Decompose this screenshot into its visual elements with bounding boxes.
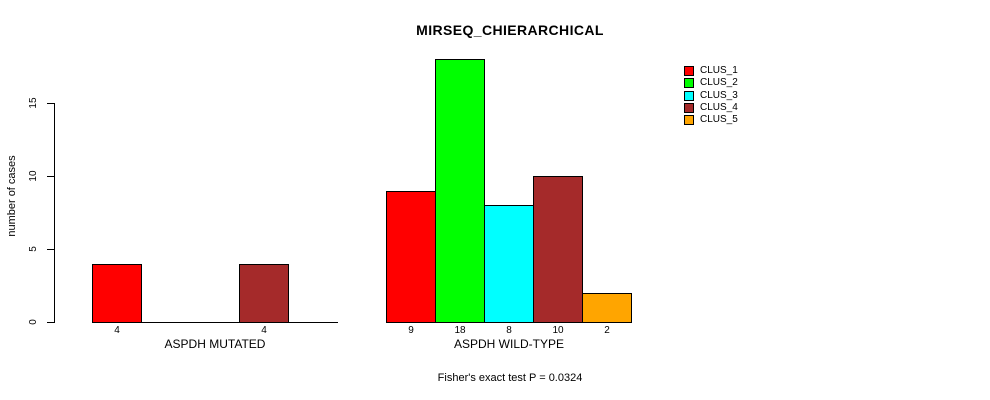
y-axis-tick — [47, 103, 54, 104]
bar-CLUS_2 — [435, 59, 485, 322]
legend-swatch-CLUS_2 — [684, 78, 694, 88]
bar-CLUS_1 — [386, 191, 436, 322]
legend-label-CLUS_5: CLUS_5 — [700, 114, 738, 125]
bar-value-label: 8 — [506, 325, 512, 336]
bar-CLUS_5 — [582, 293, 632, 322]
bar-value-label: 2 — [604, 325, 610, 336]
x-axis-baseline — [386, 322, 632, 323]
bar-CLUS_4 — [239, 264, 289, 322]
legend-label-CLUS_3: CLUS_3 — [700, 90, 738, 101]
y-axis-tick — [47, 176, 54, 177]
y-axis-tick-label: 5 — [28, 246, 39, 252]
x-axis-baseline — [92, 322, 338, 323]
legend-swatch-CLUS_3 — [684, 91, 694, 101]
y-axis-tick-label: 10 — [28, 170, 39, 182]
bar-value-label: 4 — [261, 325, 267, 336]
bar-value-label: 18 — [454, 325, 466, 336]
legend-swatch-CLUS_1 — [684, 66, 694, 76]
legend-label-CLUS_4: CLUS_4 — [700, 102, 738, 113]
y-axis-line — [54, 103, 55, 323]
y-axis-tick-label: 0 — [28, 319, 39, 325]
legend-label-CLUS_2: CLUS_2 — [700, 77, 738, 88]
legend-swatch-CLUS_4 — [684, 103, 694, 113]
legend-swatch-CLUS_5 — [684, 115, 694, 125]
fisher-test-annotation: Fisher's exact test P = 0.0324 — [437, 372, 583, 384]
y-axis-label: number of cases — [6, 155, 18, 237]
bar-value-label: 10 — [552, 325, 564, 336]
y-axis-tick-label: 15 — [28, 97, 39, 109]
chart-title: MIRSEQ_CHIERARCHICAL — [416, 22, 604, 38]
bar-CLUS_3 — [484, 205, 534, 322]
y-axis-tick — [47, 322, 54, 323]
bar-value-label: 9 — [408, 325, 414, 336]
x-axis-group-label: ASPDH MUTATED — [164, 337, 266, 351]
bar-CLUS_1 — [92, 264, 142, 322]
bar-CLUS_4 — [533, 176, 583, 322]
bar-value-label: 4 — [114, 325, 120, 336]
legend-label-CLUS_1: CLUS_1 — [700, 65, 738, 76]
y-axis-tick — [47, 249, 54, 250]
x-axis-group-label: ASPDH WILD-TYPE — [453, 337, 565, 351]
